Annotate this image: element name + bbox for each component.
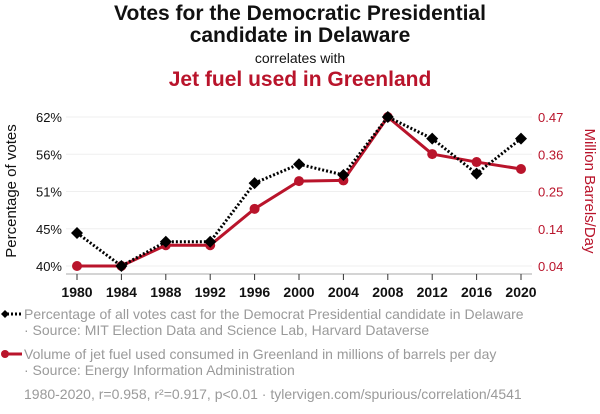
x-tick-label: 2004 <box>328 284 359 300</box>
data-point-votes <box>470 167 483 180</box>
data-point-votes <box>159 235 172 248</box>
y2-tick-label: 0.14 <box>538 222 563 237</box>
legend-jet-fuel-source: · Source: Energy Information Administrat… <box>24 362 295 378</box>
data-point-votes <box>71 226 83 239</box>
x-tick-label: 2016 <box>461 284 492 300</box>
footer-stats: 1980-2020, r=0.958, r²=0.917, p<0.01 · t… <box>24 386 522 402</box>
x-tick-label: 1992 <box>195 284 226 300</box>
data-point-votes <box>204 235 217 248</box>
x-tick-label: 2020 <box>505 284 536 300</box>
legend-votes-label: Percentage of all votes cast for the Dem… <box>24 306 524 322</box>
y-tick-label: 56% <box>36 147 62 162</box>
y-tick-label: 51% <box>36 185 62 200</box>
chart-title-line-1: Votes for the Democratic Presidential <box>114 2 486 25</box>
y-tick-label: 40% <box>36 259 62 274</box>
chart-subtitle: correlates with <box>254 50 346 66</box>
legend-item-jet-fuel: Volume of jet fuel used consumed in Gree… <box>24 346 496 378</box>
x-tick-label: 1984 <box>106 284 137 300</box>
y-tick-label: 62% <box>36 110 62 125</box>
data-point-votes <box>248 177 261 190</box>
data-point-jet-fuel <box>516 163 526 174</box>
y2-tick-label: 0.47 <box>538 110 563 125</box>
gridlines <box>66 116 532 267</box>
legend-marker-jet-fuel <box>1 350 22 358</box>
chart-title-line-2: candidate in Delaware <box>189 24 411 47</box>
x-tick-label: 1980 <box>61 284 92 300</box>
legend-votes-source: · Source: MIT Election Data and Science … <box>24 322 430 338</box>
x-tick-label: 1988 <box>150 284 181 300</box>
data-point-votes <box>293 158 305 171</box>
y2-tick-label: 0.25 <box>538 185 563 200</box>
y-axis-label: Percentage of votes <box>3 124 20 257</box>
data-point-jet-fuel <box>249 203 260 214</box>
y-tick-label: 45% <box>36 222 62 237</box>
data-point-votes <box>515 132 527 145</box>
x-tick-label: 2008 <box>372 284 403 300</box>
data-point-jet-fuel <box>72 261 82 271</box>
y2-axis-label: Million Barrels/Day <box>581 128 598 254</box>
legend-marker-votes <box>1 310 22 318</box>
data-point-votes <box>337 168 350 181</box>
series-votes <box>71 111 527 272</box>
y2-tick-label: 0.04 <box>538 259 563 274</box>
x-tick-label: 1996 <box>239 284 270 300</box>
chart-title-secondary: Jet fuel used in Greenland <box>168 68 432 91</box>
x-tick-label: 2012 <box>417 284 448 300</box>
legend-jet-fuel-label: Volume of jet fuel used consumed in Gree… <box>24 346 497 362</box>
data-point-jet-fuel <box>427 149 438 160</box>
y2-tick-label: 0.36 <box>538 147 563 162</box>
data-point-votes <box>426 132 439 145</box>
data-point-jet-fuel <box>471 157 482 168</box>
x-tick-label: 2000 <box>283 284 314 300</box>
data-point-votes <box>115 260 128 272</box>
axes: 40% 0.04 45% 0.14 51% 0.25 56% 0.36 62% 0.47 1980 1… <box>36 110 563 300</box>
legend-item-votes: Percentage of all votes cast for the Dem… <box>24 306 524 338</box>
data-point-jet-fuel <box>294 176 304 187</box>
data-point-votes <box>381 111 394 123</box>
